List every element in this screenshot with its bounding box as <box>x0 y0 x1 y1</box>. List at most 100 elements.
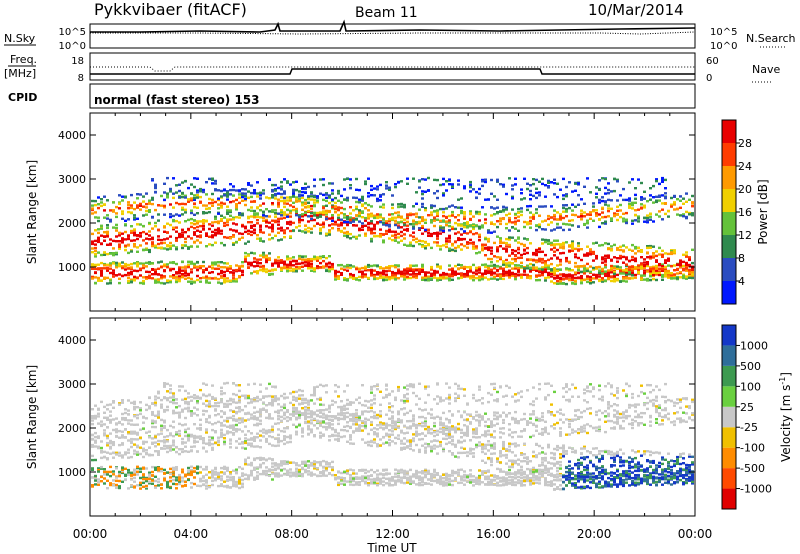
echo-cell <box>478 187 481 191</box>
echo-cell <box>154 484 157 488</box>
echo-cell <box>238 389 241 393</box>
echo-cell <box>394 275 397 279</box>
echo-cell <box>235 216 238 219</box>
echo-cell <box>550 205 553 208</box>
echo-cell <box>313 218 316 222</box>
echo-cell <box>649 194 652 197</box>
echo-cell <box>553 282 556 285</box>
echo-cell <box>310 211 313 215</box>
echo-cell <box>217 229 220 233</box>
echo-cell <box>379 274 382 277</box>
echo-cell <box>133 432 136 435</box>
echo-cell <box>262 214 265 217</box>
echo-cell <box>376 216 379 220</box>
echo-cell <box>127 244 130 247</box>
echo-cell <box>202 475 205 479</box>
echo-cell <box>112 418 115 421</box>
echo-cell <box>115 212 118 215</box>
echo-cell <box>163 419 166 422</box>
echo-cell <box>325 204 328 207</box>
echo-cell <box>436 211 439 214</box>
echo-cell <box>496 179 499 183</box>
echo-cell <box>529 277 532 280</box>
echo-cell <box>505 213 508 217</box>
echo-cell <box>202 441 205 445</box>
echo-cell <box>163 444 166 447</box>
echo-cell <box>385 266 388 270</box>
echo-cell <box>238 213 241 216</box>
echo-cell <box>148 270 151 274</box>
echo-cell <box>553 193 556 196</box>
echo-cell <box>196 239 199 242</box>
echo-cell <box>220 471 223 474</box>
echo-cell <box>346 233 349 236</box>
echo-cell <box>385 187 388 190</box>
echo-cell <box>382 206 385 209</box>
echo-cell <box>247 196 250 199</box>
echo-cell <box>196 220 199 223</box>
echo-cell <box>109 483 112 487</box>
echo-cell <box>439 225 442 228</box>
echo-cell <box>130 193 133 197</box>
echo-cell <box>202 265 205 268</box>
echo-cell <box>199 423 202 426</box>
echo-cell <box>514 212 517 216</box>
echo-cell <box>169 449 172 452</box>
echo-cell <box>226 399 229 403</box>
echo-cell <box>472 226 475 229</box>
echo-cell <box>616 260 619 263</box>
echo-cell <box>151 437 154 440</box>
echo-cell <box>631 201 634 204</box>
echo-cell <box>103 432 106 435</box>
echo-cell <box>637 208 640 211</box>
echo-cell <box>298 267 301 270</box>
echo-cell <box>481 244 484 248</box>
echo-cell <box>508 243 511 247</box>
echo-cell <box>244 458 247 461</box>
echo-cell <box>115 226 118 230</box>
echo-cell <box>163 226 166 229</box>
echo-cell <box>496 220 499 223</box>
echo-cell <box>397 272 400 275</box>
echo-cell <box>367 265 370 268</box>
echo-cell <box>673 250 676 254</box>
echo-cell <box>208 476 211 479</box>
echo-cell <box>229 200 232 204</box>
echo-cell <box>583 211 586 214</box>
echo-cell <box>244 447 247 450</box>
echo-cell <box>244 441 247 445</box>
echo-cell <box>652 254 655 257</box>
echo-cell <box>169 213 172 216</box>
echo-cell <box>115 263 118 267</box>
echo-cell <box>499 277 502 280</box>
echo-cell <box>160 439 163 443</box>
echo-cell <box>139 487 142 490</box>
echo-cell <box>151 244 154 248</box>
echo-cell <box>367 221 370 225</box>
echo-cell <box>103 216 106 219</box>
echo-cell <box>490 268 493 271</box>
echo-cell <box>190 414 193 417</box>
echo-cell <box>187 401 190 404</box>
echo-cell <box>502 185 505 188</box>
echo-cell <box>100 420 103 423</box>
echo-cell <box>295 214 298 217</box>
echo-cell <box>595 267 598 270</box>
echo-cell <box>187 473 190 476</box>
echo-cell <box>541 250 544 253</box>
echo-cell <box>295 212 298 215</box>
echo-cell <box>160 403 163 406</box>
echo-cell <box>646 262 649 266</box>
echo-cell <box>652 269 655 272</box>
echo-cell <box>244 188 247 191</box>
echo-cell <box>592 205 595 208</box>
echo-cell <box>457 263 460 266</box>
echo-cell <box>667 215 670 218</box>
echo-cell <box>475 266 478 270</box>
echo-cell <box>451 248 454 252</box>
echo-cell <box>202 224 205 228</box>
echo-cell <box>577 203 580 206</box>
echo-cell <box>406 177 409 180</box>
echo-cell <box>115 435 118 438</box>
echo-cell <box>172 482 175 486</box>
